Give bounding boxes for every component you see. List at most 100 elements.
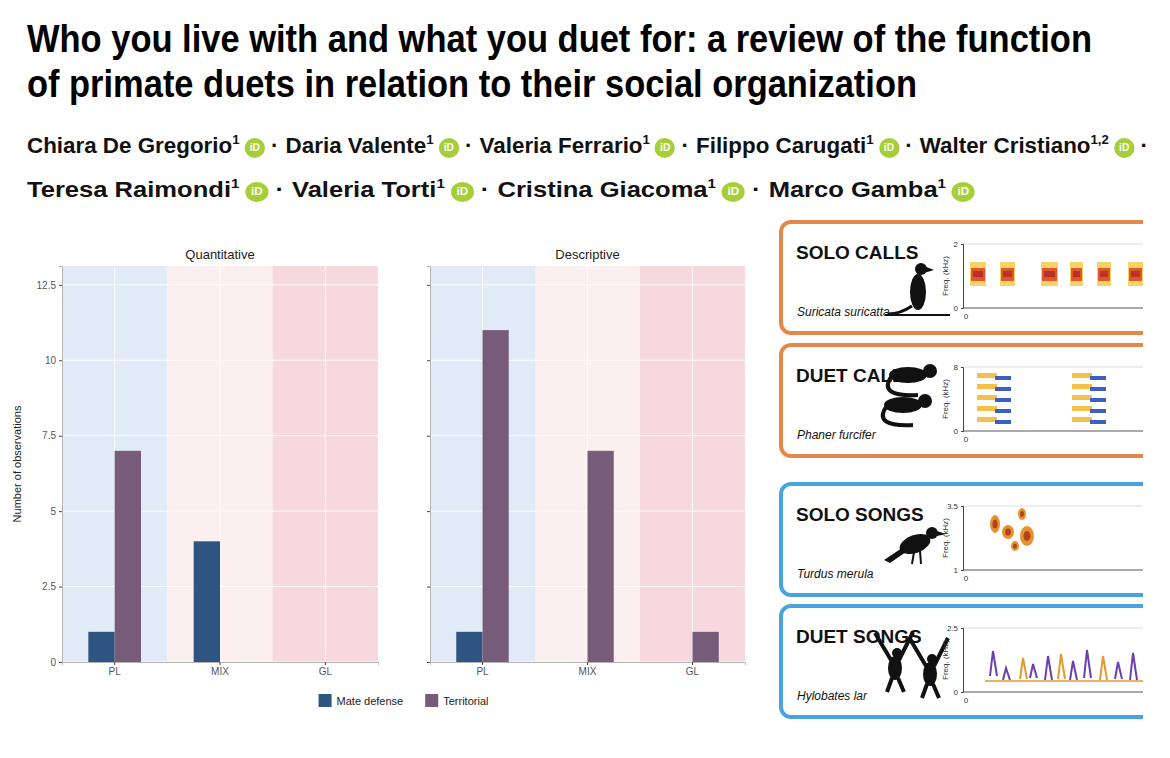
- spectrogram-blob: [977, 373, 997, 378]
- spectrogram: [963, 506, 1143, 570]
- spectrogram-blob: [1115, 662, 1122, 679]
- author-name: Teresa Raimondi: [27, 177, 231, 202]
- spectrogram-baseline: [963, 308, 1143, 309]
- page: Who you live with and what you duet for:…: [0, 0, 1170, 758]
- y-tick: 10: [45, 355, 62, 366]
- spectrogram-blob: [1072, 384, 1092, 389]
- spectrogram-blob: [995, 398, 1011, 402]
- x-tick-label: MIX: [211, 666, 229, 677]
- author-name: Walter Cristiano: [920, 133, 1091, 158]
- spectrogram: [963, 244, 1143, 308]
- silhouette: [926, 527, 938, 539]
- spectrogram-blob: [1072, 373, 1092, 378]
- spectrogram-time-label: 0: [964, 435, 969, 444]
- category-band: [167, 266, 272, 662]
- bar: [561, 662, 587, 663]
- author-affiliation: 1: [426, 132, 433, 147]
- silhouette: [924, 266, 934, 273]
- orcid-icon: iD: [245, 182, 268, 202]
- spectrogram-grid: [963, 570, 1143, 571]
- author-name: Valeria Ferrario: [480, 133, 643, 158]
- panel-species: Suricata suricatta: [797, 305, 890, 319]
- x-tick: MIX: [579, 662, 597, 677]
- spectrogram-axis: 02: [954, 240, 964, 313]
- spectrogram-blob: [1044, 271, 1055, 277]
- x-axis: PLMIXGL: [63, 662, 379, 677]
- category-band: [535, 266, 640, 662]
- x-tick-mark: [587, 662, 588, 665]
- spectrogram-blob: [1071, 268, 1082, 281]
- spectrogram-blob: [973, 271, 983, 277]
- orcid-icon: iD: [722, 182, 745, 202]
- spectrogram-tick-label: 3.5: [947, 502, 959, 511]
- orcid-icon: iD: [655, 138, 675, 158]
- spectrogram-blob: [990, 651, 997, 676]
- spectrogram-blob: [1030, 664, 1037, 678]
- spectrogram-blob: [995, 387, 1011, 391]
- spectrogram-baseline: [963, 692, 1143, 693]
- y-tick-mark: [427, 436, 430, 437]
- spectrogram-tick-label: 0: [954, 427, 959, 436]
- bar: [588, 451, 614, 662]
- spectrogram-blob: [1018, 508, 1026, 520]
- y-tick-mark: [59, 285, 62, 286]
- bar: [483, 330, 509, 662]
- chart-title: Descriptive: [555, 247, 619, 262]
- silhouette: [889, 367, 927, 383]
- author-affiliation: 1: [231, 176, 239, 191]
- y-tick: 5: [50, 506, 62, 517]
- author-line: Chiara De Gregorio1iD·Daria Valente1iD·V…: [27, 133, 1155, 159]
- author-name: Filippo Carugati: [696, 133, 866, 158]
- spectrogram-grid: [963, 367, 1143, 368]
- y-tick: [427, 587, 430, 588]
- spectrogram-blob: [1129, 268, 1142, 281]
- author-separator: ·: [752, 177, 761, 202]
- author-separator: ·: [465, 133, 472, 158]
- spectrogram-blob: [971, 268, 985, 281]
- panel: SOLO CALLSSuricata suricatta02Freq. (kHz…: [796, 240, 1143, 321]
- panel-heading: DUET SONGS: [796, 626, 922, 647]
- y-tick-label: 10: [45, 355, 57, 366]
- silhouette: [888, 377, 918, 395]
- y-tick: [427, 285, 430, 286]
- author-affiliation: 1: [643, 132, 650, 147]
- bar: [666, 662, 692, 663]
- spectrogram-tick: 8: [954, 363, 963, 372]
- spectrogram-blob: [1072, 417, 1092, 422]
- spectrogram-blob: [1002, 525, 1014, 539]
- spectrogram-blob: [1090, 387, 1106, 391]
- silhouette: [912, 551, 921, 564]
- grid-line: [325, 266, 326, 662]
- panel: DUET CALLSPhaner furcifer08Freq. (kHz)0: [796, 363, 1143, 444]
- spectrogram-blob: [1090, 420, 1106, 424]
- spectrogram-tick-mark: [961, 628, 963, 629]
- y-tick: 2.5: [42, 581, 62, 592]
- axis-line: [961, 507, 964, 571]
- x-tick-mark: [482, 662, 483, 665]
- author-separator: ·: [905, 133, 912, 158]
- spectrogram-tick-label: 2: [954, 240, 959, 249]
- legend-label: Territorial: [443, 695, 488, 707]
- silhouette: [884, 548, 906, 563]
- spectrogram-time-label: 0: [964, 312, 969, 321]
- author-name: Chiara De Gregorio: [27, 133, 232, 158]
- spectrogram-time-label: 0: [964, 696, 969, 705]
- y-tick: 0: [50, 657, 62, 668]
- y-tick-mark: [59, 587, 62, 588]
- axis-line: [961, 245, 964, 309]
- bar: [456, 632, 482, 662]
- spectrogram-blob: [995, 420, 1011, 424]
- y-tick-mark: [427, 587, 430, 588]
- spectrogram-axis-title: Freq. (kHz): [941, 379, 950, 419]
- panel-box: [781, 606, 1143, 717]
- panel-species: Phaner furcifer: [797, 428, 877, 442]
- y-tick-mark: [59, 662, 62, 663]
- spectrogram: [963, 367, 1143, 431]
- category-bands: [430, 266, 745, 662]
- panel-species: Turdus merula: [797, 567, 874, 581]
- spectrogram-tick: 0: [954, 427, 963, 436]
- silhouette: [910, 274, 926, 310]
- axis-line: [59, 267, 63, 663]
- spectrogram-blob: [1020, 658, 1027, 679]
- x-tick-mark: [114, 662, 115, 665]
